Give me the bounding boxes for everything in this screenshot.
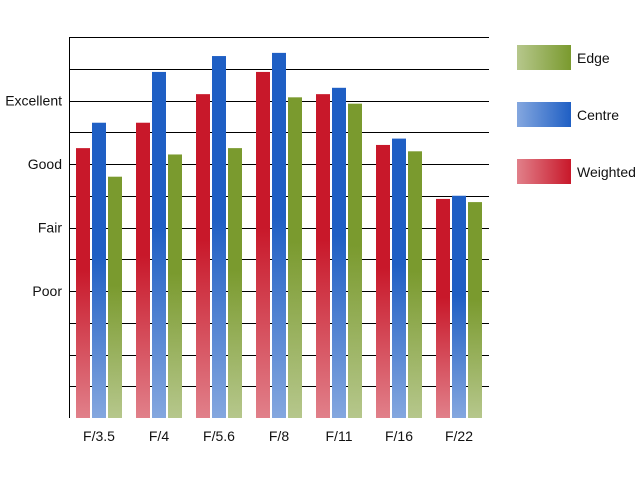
legend-label-weighted: Weighted	[577, 164, 636, 180]
bar-edge-f-3-5	[108, 176, 122, 418]
bar-weighted-f-4	[136, 122, 150, 418]
bar-centre-f-11	[332, 87, 346, 419]
y-tick-labels: Poor Fair Good Excellent	[5, 93, 62, 300]
bar-centre-f-4	[152, 71, 166, 419]
bar-weighted-f-11	[316, 94, 330, 419]
bar-edge-f-8	[288, 97, 302, 418]
legend-swatch-weighted	[517, 159, 571, 184]
bar-weighted-f-8	[256, 71, 270, 419]
y-tick-label-excellent: Excellent	[5, 93, 62, 109]
bar-edge-f-22	[468, 202, 482, 418]
y-tick-label-fair: Fair	[38, 220, 62, 236]
bar-edge-f-4	[168, 154, 182, 418]
x-tick-label-f-4: F/4	[149, 428, 169, 444]
legend: Edge Centre Weighted	[517, 45, 636, 184]
x-tick-label-f-8: F/8	[269, 428, 289, 444]
bar-weighted-f-3-5	[76, 148, 90, 418]
bar-centre-f-8	[272, 52, 286, 418]
x-tick-label-f-3-5: F/3.5	[83, 428, 115, 444]
x-tick-label-f-11: F/11	[326, 428, 353, 444]
legend-label-edge: Edge	[577, 50, 610, 66]
bars	[76, 52, 482, 419]
y-tick-label-good: Good	[28, 156, 62, 172]
bar-weighted-f-5-6	[196, 94, 210, 419]
bar-centre-f-22	[452, 195, 466, 418]
legend-item-centre: Centre	[517, 102, 619, 127]
bar-centre-f-5-6	[212, 56, 226, 419]
x-tick-label-f-16: F/16	[385, 428, 413, 444]
legend-item-weighted: Weighted	[517, 159, 636, 184]
bar-weighted-f-22	[436, 198, 450, 418]
x-tick-label-f-5-6: F/5.6	[203, 428, 235, 444]
x-tick-label-f-22: F/22	[445, 428, 473, 444]
bar-edge-f-5-6	[228, 148, 242, 418]
legend-item-edge: Edge	[517, 45, 610, 70]
bar-centre-f-16	[392, 138, 406, 418]
bar-edge-f-16	[408, 151, 422, 419]
legend-swatch-edge	[517, 45, 571, 70]
legend-label-centre: Centre	[577, 107, 619, 123]
bar-centre-f-3-5	[92, 122, 106, 418]
legend-swatch-centre	[517, 102, 571, 127]
bar-weighted-f-16	[376, 144, 390, 418]
y-tick-label-poor: Poor	[32, 283, 62, 299]
x-tick-labels: F/3.5 F/4 F/5.6 F/8 F/11 F/16 F/22	[83, 428, 473, 444]
bar-edge-f-11	[348, 103, 362, 419]
